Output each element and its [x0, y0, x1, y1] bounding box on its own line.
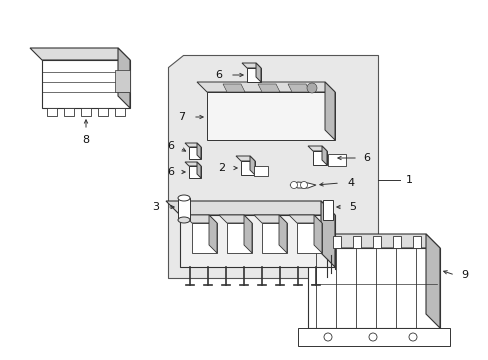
- Polygon shape: [206, 92, 334, 140]
- Polygon shape: [307, 248, 439, 328]
- Polygon shape: [242, 63, 261, 68]
- Polygon shape: [180, 215, 334, 267]
- Polygon shape: [325, 82, 334, 140]
- Polygon shape: [312, 151, 326, 165]
- Polygon shape: [425, 234, 439, 328]
- Polygon shape: [262, 223, 286, 253]
- Polygon shape: [118, 48, 130, 108]
- Circle shape: [324, 333, 331, 341]
- Bar: [115, 108, 125, 116]
- Bar: [178, 198, 190, 220]
- Polygon shape: [289, 182, 315, 188]
- Polygon shape: [253, 215, 286, 223]
- Text: 6: 6: [215, 70, 222, 80]
- Circle shape: [408, 333, 416, 341]
- Text: 5: 5: [348, 202, 355, 212]
- Text: 3: 3: [152, 202, 159, 212]
- Bar: [372, 236, 380, 248]
- Polygon shape: [184, 143, 201, 147]
- Polygon shape: [219, 215, 251, 223]
- Text: 6: 6: [167, 141, 174, 151]
- Circle shape: [306, 83, 316, 93]
- Polygon shape: [197, 82, 334, 92]
- Polygon shape: [287, 84, 309, 92]
- Polygon shape: [297, 328, 449, 346]
- Polygon shape: [279, 215, 286, 253]
- Polygon shape: [321, 146, 326, 165]
- Polygon shape: [183, 215, 217, 223]
- Polygon shape: [246, 68, 261, 82]
- Circle shape: [300, 181, 307, 189]
- Polygon shape: [296, 223, 321, 253]
- Polygon shape: [223, 84, 244, 92]
- Text: 4: 4: [346, 178, 353, 188]
- Polygon shape: [241, 161, 254, 175]
- Polygon shape: [189, 147, 201, 159]
- Polygon shape: [244, 215, 251, 253]
- Ellipse shape: [178, 195, 190, 201]
- Bar: [352, 236, 360, 248]
- Text: 2: 2: [218, 163, 224, 173]
- Text: 6: 6: [167, 167, 174, 177]
- Polygon shape: [226, 223, 251, 253]
- Bar: [81, 108, 91, 116]
- Polygon shape: [42, 60, 130, 108]
- Polygon shape: [192, 223, 217, 253]
- Circle shape: [368, 333, 376, 341]
- Bar: [312, 236, 320, 248]
- Polygon shape: [197, 143, 201, 159]
- Polygon shape: [165, 201, 334, 215]
- Bar: [47, 108, 57, 116]
- Polygon shape: [197, 162, 201, 178]
- Bar: [64, 108, 74, 116]
- Polygon shape: [184, 162, 201, 166]
- Bar: [332, 236, 340, 248]
- Text: 1: 1: [405, 175, 412, 185]
- Bar: [323, 200, 332, 220]
- Text: 6: 6: [362, 153, 369, 163]
- Bar: [327, 154, 346, 166]
- Circle shape: [290, 181, 297, 189]
- Bar: [412, 236, 420, 248]
- Bar: [115, 70, 130, 92]
- Polygon shape: [30, 48, 130, 60]
- Polygon shape: [258, 84, 280, 92]
- Text: 7: 7: [178, 112, 184, 122]
- Polygon shape: [256, 63, 261, 82]
- Polygon shape: [168, 55, 377, 278]
- Ellipse shape: [178, 217, 190, 223]
- Bar: [392, 236, 400, 248]
- Bar: [253, 166, 267, 176]
- Polygon shape: [313, 215, 321, 253]
- Bar: [98, 108, 108, 116]
- Polygon shape: [320, 201, 334, 267]
- Polygon shape: [288, 215, 321, 223]
- Text: 8: 8: [82, 135, 89, 145]
- Polygon shape: [307, 146, 326, 151]
- Polygon shape: [236, 156, 254, 161]
- Polygon shape: [208, 215, 217, 253]
- Polygon shape: [189, 166, 201, 178]
- Polygon shape: [293, 234, 439, 248]
- Text: 9: 9: [460, 270, 467, 280]
- Polygon shape: [249, 156, 254, 175]
